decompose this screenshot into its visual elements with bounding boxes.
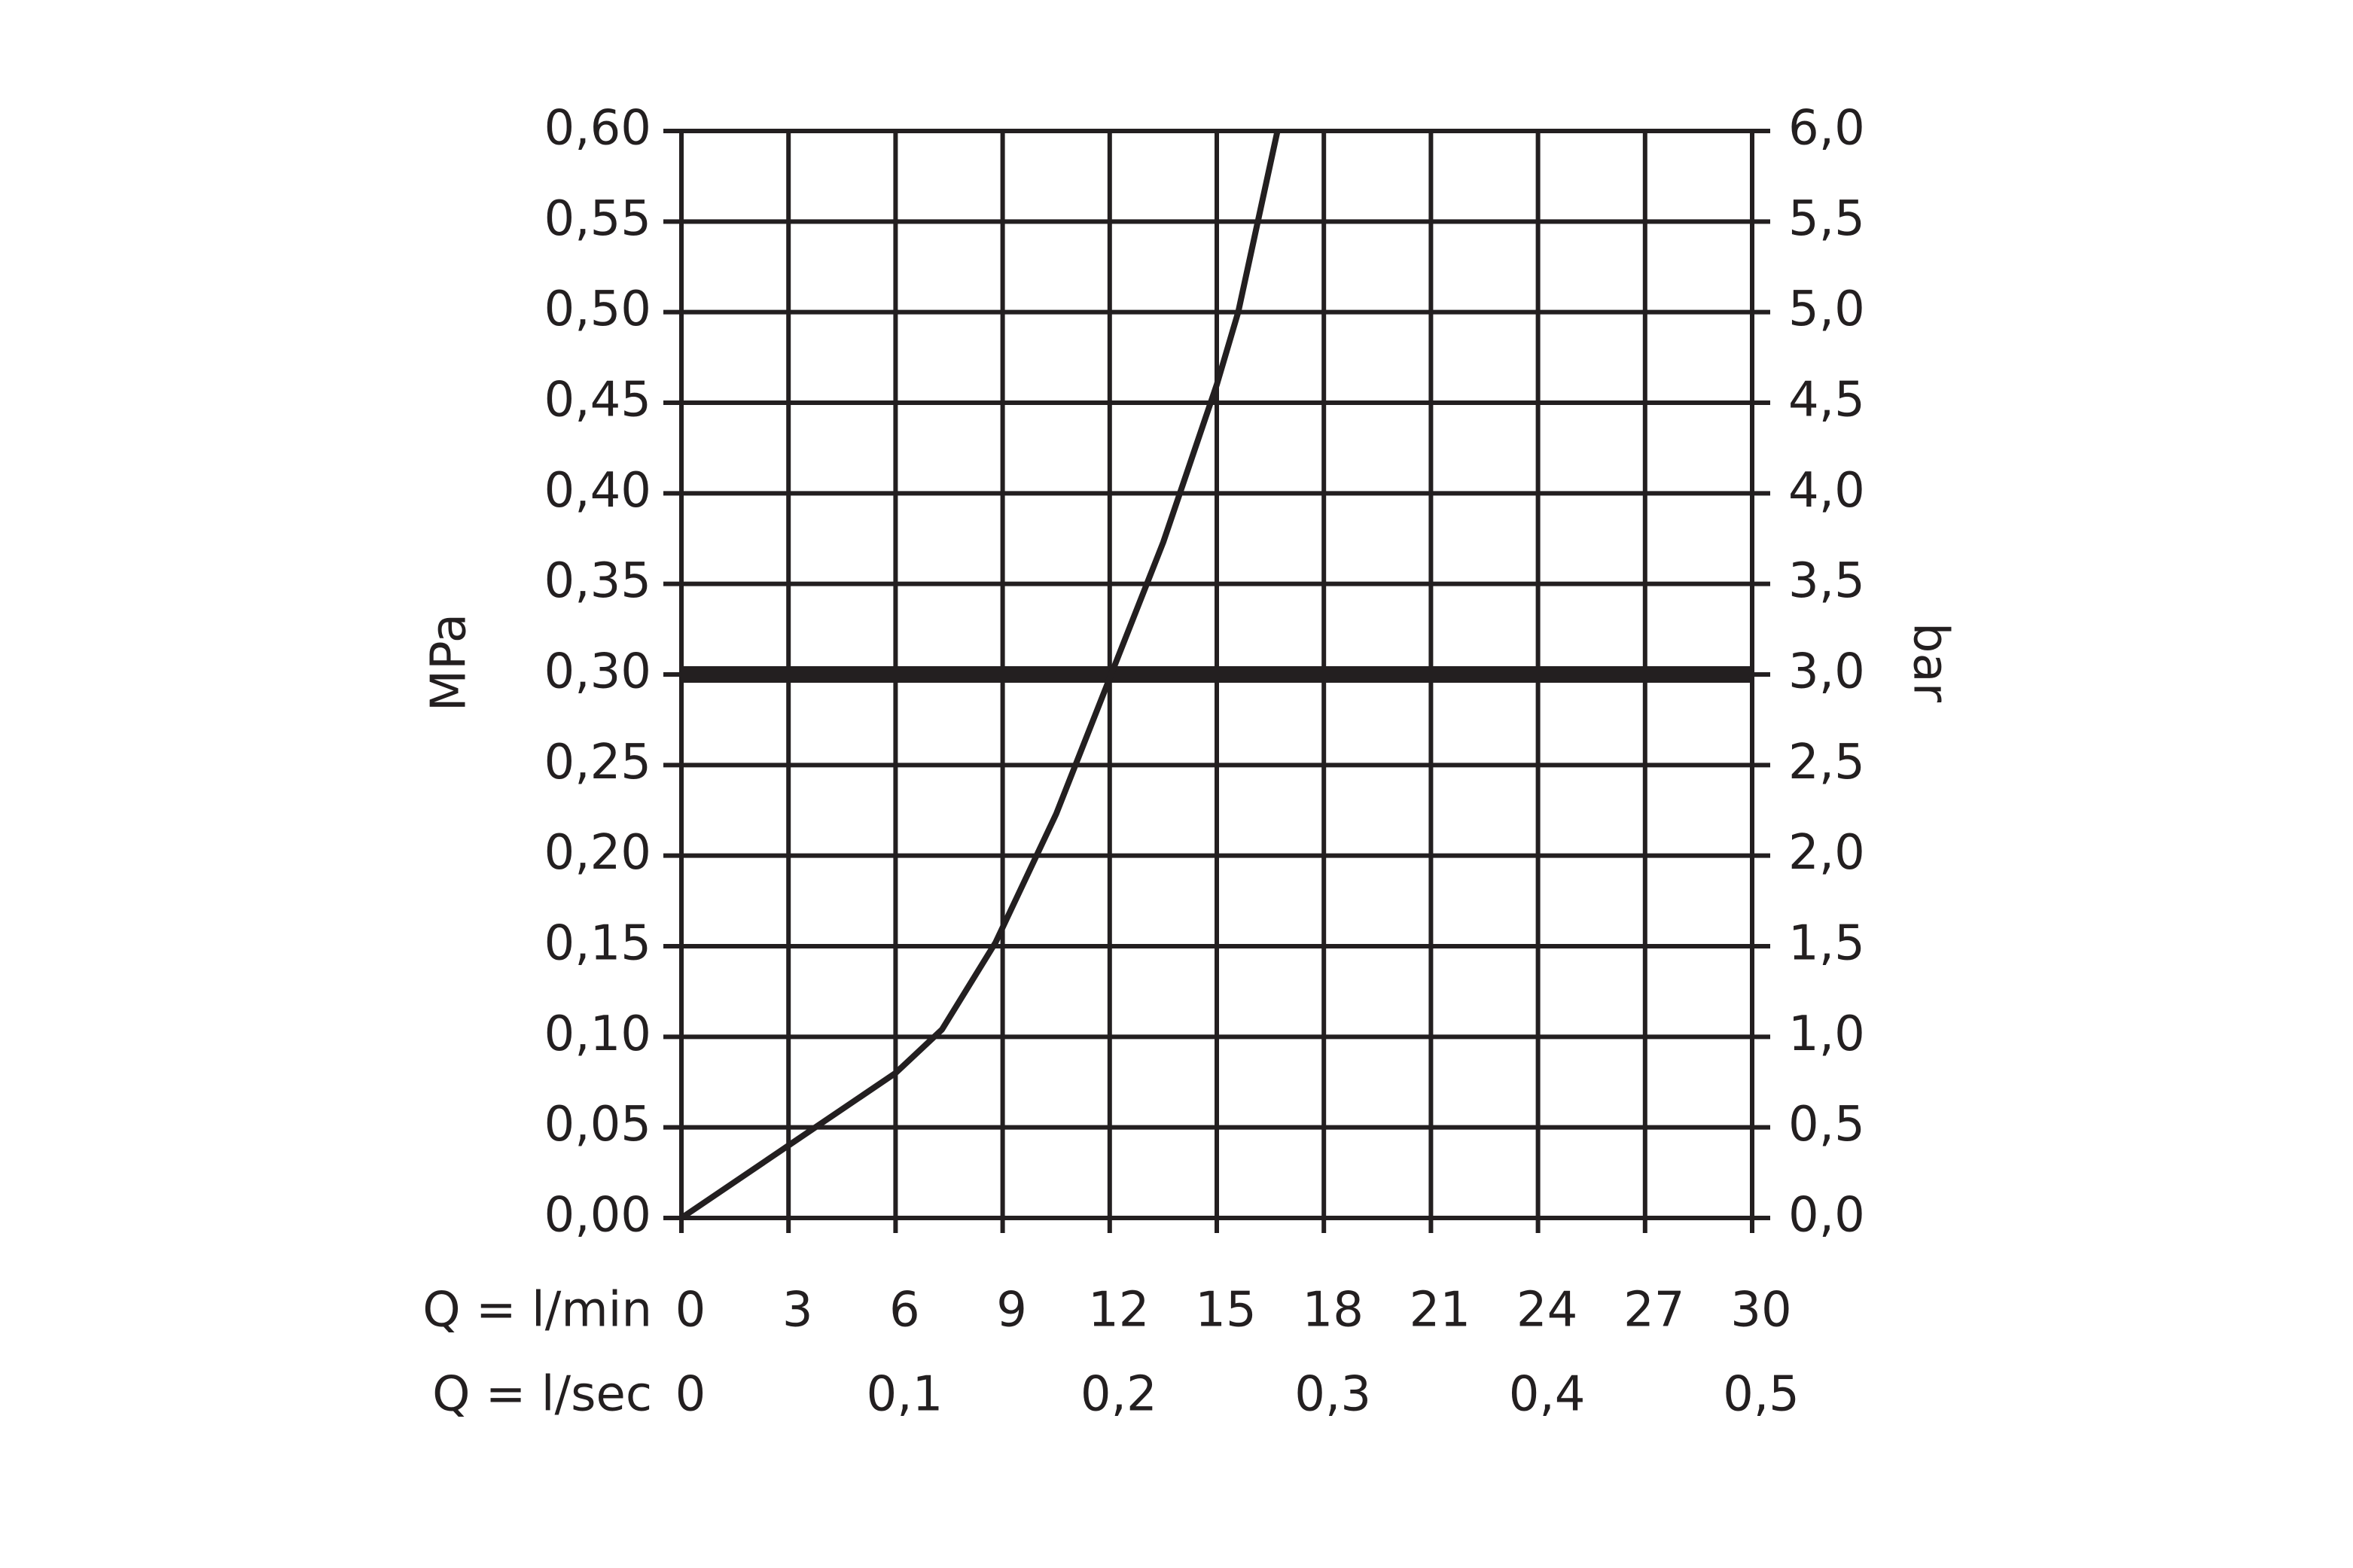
y-tick-label: 0,40 [544, 463, 652, 519]
x2-axis-label: Q = l/sec [432, 1367, 652, 1423]
x2-tick-label: 0,3 [1294, 1367, 1371, 1423]
y-tick-label: 0,10 [544, 1006, 652, 1062]
y-tick-label: 0,05 [544, 1097, 652, 1152]
x-tick-label: 27 [1623, 1283, 1684, 1338]
x-tick-label: 0 [675, 1283, 706, 1338]
x-tick-label: 15 [1195, 1283, 1256, 1338]
y-tick-label: 0,25 [544, 735, 652, 790]
y2-tick-label: 1,5 [1788, 916, 1865, 972]
x-tick-label: 3 [782, 1283, 813, 1338]
x-tick-label: 24 [1516, 1283, 1577, 1338]
y-tick-label: 0,15 [544, 916, 652, 972]
y-tick-label: 0,35 [544, 553, 652, 609]
x2-tick-label: 0,5 [1723, 1367, 1800, 1423]
x-tick-label: 30 [1730, 1283, 1791, 1338]
x2-tick-label: 0 [675, 1367, 706, 1423]
y2-tick-label: 6,0 [1788, 101, 1865, 157]
y2-axis-label: bar [1902, 623, 1958, 703]
y-tick-label: 0,20 [544, 825, 652, 881]
x2-tick-label: 0,1 [867, 1367, 943, 1423]
y-tick-label: 0,45 [544, 373, 652, 428]
y2-tick-label: 0,0 [1788, 1188, 1865, 1244]
curve [679, 130, 1281, 1221]
y2-tick-label: 3,0 [1788, 644, 1865, 700]
y2-tick-label: 2,0 [1788, 825, 1865, 881]
x-tick-label: 12 [1088, 1283, 1149, 1338]
y2-tick-label: 4,0 [1788, 463, 1865, 519]
x-tick-label: 6 [889, 1283, 920, 1338]
y2-tick-label: 5,5 [1788, 191, 1865, 247]
x-tick-label: 21 [1410, 1283, 1471, 1338]
y-tick-label: 0,30 [544, 644, 652, 700]
y2-tick-label: 5,0 [1788, 282, 1865, 337]
y2-tick-label: 1,0 [1788, 1006, 1865, 1062]
y2-tick-label: 3,5 [1788, 553, 1865, 609]
y2-tick-label: 0,5 [1788, 1097, 1865, 1152]
x-axis-label: Q = l/min [422, 1283, 652, 1338]
y-axis-label: MPa [422, 613, 477, 711]
x2-tick-label: 0,2 [1080, 1367, 1157, 1423]
y-tick-label: 0,55 [544, 191, 652, 247]
y2-tick-label: 4,5 [1788, 373, 1865, 428]
x-tick-label: 18 [1302, 1283, 1363, 1338]
y2-tick-label: 2,5 [1788, 735, 1865, 790]
y-tick-label: 0,50 [544, 282, 652, 337]
y-tick-label: 0,00 [544, 1188, 652, 1244]
x-tick-label: 9 [996, 1283, 1027, 1338]
y-tick-label: 0,60 [544, 101, 652, 157]
x2-tick-label: 0,4 [1509, 1367, 1586, 1423]
